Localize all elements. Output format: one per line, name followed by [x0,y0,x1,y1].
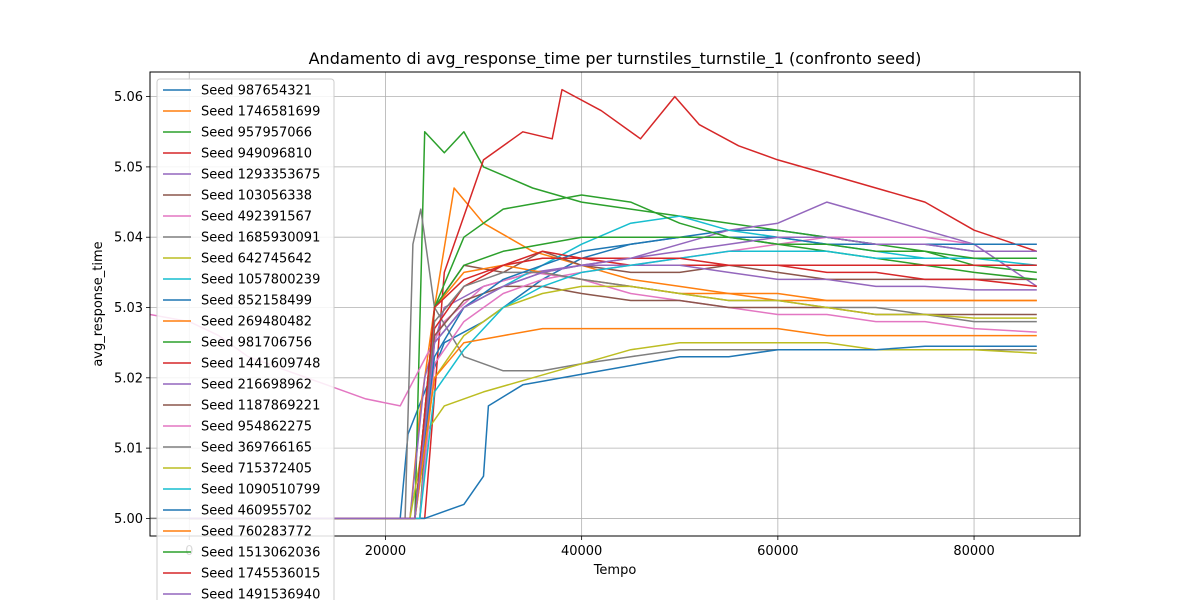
x-tick-label: 40000 [561,544,602,559]
legend-label-23: Seed 1745536015 [201,567,320,582]
series-line-18 [189,285,1037,520]
series-line-24 [189,236,1037,520]
y-axis-label: avg_response_time [91,241,106,366]
legend-label-2: Seed 957957066 [201,126,312,141]
plot-frame [149,71,1081,537]
legend-label-22: Seed 1513062036 [201,546,320,561]
series-lines [150,88,1038,520]
legend-label-6: Seed 492391567 [201,210,312,225]
legend-box [156,78,335,600]
y-tick-label: 5.04 [114,231,143,246]
legend-label-8: Seed 642745642 [201,252,312,267]
legend-label-12: Seed 981706756 [201,336,312,351]
legend-label-16: Seed 954862275 [201,420,312,435]
chart-title: Andamento di avg_response_time per turns… [309,49,922,69]
series-line-21 [189,327,1037,520]
y-tick-label: 5.00 [114,512,143,527]
legend-label-1: Seed 1746581699 [201,105,320,120]
legend-label-10: Seed 852158499 [201,294,312,309]
legend-label-18: Seed 715372405 [201,462,312,477]
legend-label-19: Seed 1090510799 [201,483,320,498]
axis-ticks: 0200004000060000800005.005.015.025.035.0… [114,90,995,559]
y-tick-label: 5.02 [114,371,143,386]
series-line-2 [189,131,1037,520]
legend-label-17: Seed 369766165 [201,441,312,456]
legend: Seed 987654321 Seed 1746581699 Seed 957957… [156,78,335,600]
legend-label-24: Seed 1491536940 [201,588,320,600]
series-line-19 [189,250,1037,520]
series-line-8 [189,341,1037,520]
legend-label-14: Seed 216698962 [201,378,312,393]
x-tick-label: 20000 [365,544,406,559]
series-line-22 [189,236,1037,520]
y-tick-label: 5.01 [114,442,143,457]
legend-label-7: Seed 1685930091 [201,231,320,246]
x-tick-label: 60000 [757,544,798,559]
series-line-10 [189,345,1037,520]
legend-label-15: Seed 1187869221 [201,399,320,414]
legend-label-4: Seed 1293353675 [201,168,320,183]
legend-label-20: Seed 460955702 [201,504,312,519]
x-tick-label: 80000 [953,544,994,559]
series-line-3 [189,88,1038,520]
legend-label-5: Seed 103056338 [201,189,312,204]
series-line-23 [189,257,1037,520]
legend-label-0: Seed 987654321 [201,84,312,99]
y-tick-label: 5.06 [114,90,143,105]
y-tick-label: 5.03 [114,301,143,316]
legend-label-3: Seed 949096810 [201,147,312,162]
legend-label-13: Seed 1441609748 [201,357,320,372]
x-axis-label: Tempo [593,563,637,578]
y-tick-label: 5.05 [114,160,143,175]
legend-label-21: Seed 760283772 [201,525,312,540]
legend-label-11: Seed 269480482 [201,315,312,330]
legend-label-9: Seed 1057800239 [201,273,320,288]
series-line-12 [189,194,1037,520]
